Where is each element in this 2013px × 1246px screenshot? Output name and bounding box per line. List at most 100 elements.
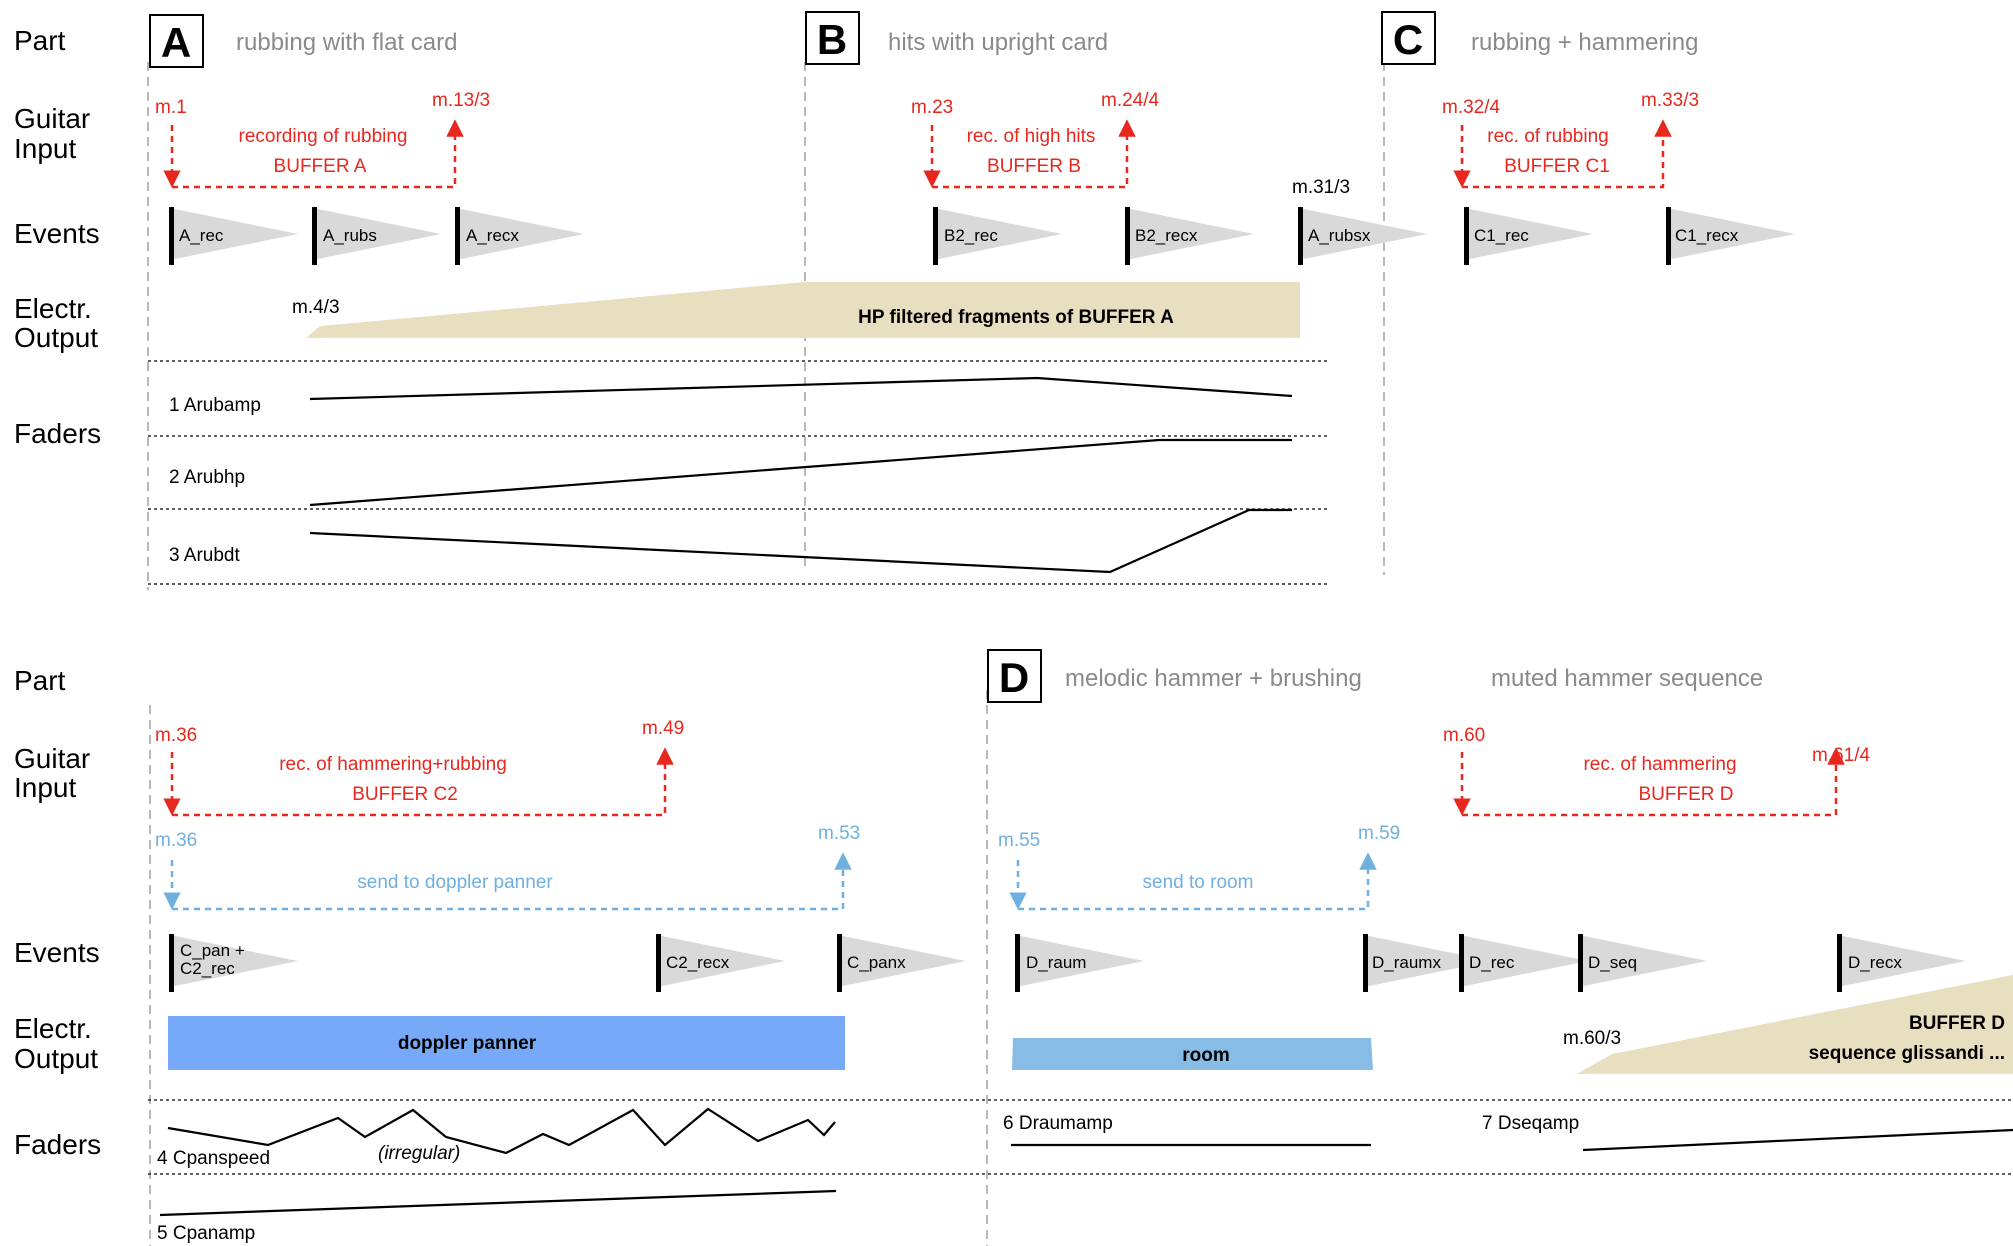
svg-text:B2_recx: B2_recx <box>1135 226 1198 245</box>
output-a-shape <box>306 282 1300 338</box>
input-b-up-arrow <box>932 119 1136 189</box>
send-room-end: m.59 <box>1358 823 1400 844</box>
part-c-title: rubbing + hammering <box>1471 29 1698 56</box>
input-c-up-arrow <box>1462 119 1672 189</box>
input-a-line2: BUFFER A <box>274 156 367 177</box>
svg-text:C_panx: C_panx <box>847 953 906 972</box>
input-d-line2: BUFFER D <box>1639 784 1734 805</box>
fader-2-label: 2 Arubhp <box>169 467 245 488</box>
input-b-line2: BUFFER B <box>987 156 1081 177</box>
output-doppler-label: doppler panner <box>398 1033 537 1054</box>
svg-text:D_rec: D_rec <box>1469 953 1515 972</box>
input-c-start: m.32/4 <box>1442 97 1501 118</box>
fader-4-label: 4 Cpanspeed <box>157 1148 270 1169</box>
fader-1-label: 1 Arubamp <box>169 395 261 416</box>
svg-text:C2_rec: C2_rec <box>180 959 235 978</box>
svg-text:A_recx: A_recx <box>466 226 519 245</box>
row-label-part: Part <box>14 25 66 56</box>
svg-text:C2_recx: C2_recx <box>666 953 730 972</box>
fader-5-curve <box>159 1189 837 1217</box>
part-d-extra: muted hammer sequence <box>1491 665 1763 692</box>
event-a-rec: A_rec <box>169 207 298 265</box>
input-a-line1: recording of rubbing <box>239 126 408 147</box>
row-label-electr: Electr. <box>14 293 92 324</box>
input-d-start: m.60 <box>1443 725 1485 746</box>
part-b-title: hits with upright card <box>888 29 1108 56</box>
row-label-output-2: Output <box>14 1043 98 1074</box>
output-d-line1: BUFFER D <box>1909 1013 2005 1034</box>
input-a-up-arrow <box>172 119 464 189</box>
send-room-start: m.55 <box>998 830 1040 851</box>
event-b2-recx: B2_recx <box>1125 207 1254 265</box>
output-room-label: room <box>1182 1045 1230 1066</box>
fader-7-label: 7 Dseqamp <box>1482 1113 1579 1134</box>
svg-text:B2_rec: B2_rec <box>944 226 998 245</box>
fader-2-curve <box>309 438 1292 507</box>
input-d-line1: rec. of hammering <box>1583 754 1736 775</box>
fader-6-label: 6 Draumamp <box>1003 1113 1113 1134</box>
svg-text:C_pan +: C_pan + <box>180 941 245 960</box>
svg-text:D_raumx: D_raumx <box>1372 953 1441 972</box>
row-label-guitar-2: Guitar <box>14 743 90 774</box>
part-a-letter: A <box>161 19 191 66</box>
svg-text:A_rec: A_rec <box>179 226 224 245</box>
fader-3-curve <box>309 508 1292 574</box>
event-d-raum: D_raum <box>1015 934 1144 992</box>
output-d-line2: sequence glissandi ... <box>1809 1043 2005 1064</box>
part-d-box <box>987 649 1042 703</box>
svg-text:D_recx: D_recx <box>1848 953 1902 972</box>
part-c-box <box>1381 11 1436 65</box>
send-doppler-up-arrow <box>172 852 852 911</box>
a-rubsx-measure: m.31/3 <box>1292 177 1350 198</box>
row-label-guitar: Guitar <box>14 103 90 134</box>
svg-text:D_raum: D_raum <box>1026 953 1086 972</box>
row-label-output: Output <box>14 322 98 353</box>
output-a-measure: m.4/3 <box>292 297 340 318</box>
input-c2-start: m.36 <box>155 725 197 746</box>
row-label-part-2: Part <box>14 665 66 696</box>
input-c-end: m.33/3 <box>1641 90 1699 111</box>
event-d-seq: D_seq <box>1578 934 1707 992</box>
row-label-faders: Faders <box>14 418 101 449</box>
input-c2-line1: rec. of hammering+rubbing <box>279 754 507 775</box>
fader-1-curve <box>309 376 1293 401</box>
fader-5-label: 5 Cpanamp <box>157 1223 255 1244</box>
send-doppler-label: send to doppler panner <box>357 872 553 893</box>
fader-3-label: 3 Arubdt <box>169 545 240 566</box>
part-b-letter: B <box>817 16 847 63</box>
event-c1-recx: C1_recx <box>1666 207 1795 265</box>
input-c2-end: m.49 <box>642 718 684 739</box>
fader-4-note: (irregular) <box>378 1143 460 1164</box>
event-c2-recx: C2_recx <box>656 934 785 992</box>
svg-text:C1_rec: C1_rec <box>1474 226 1529 245</box>
send-room-label: send to room <box>1143 872 1254 893</box>
event-a-rubsx: A_rubsx <box>1298 207 1427 265</box>
input-c-line1: rec. of rubbing <box>1487 126 1608 147</box>
input-b-end: m.24/4 <box>1101 90 1160 111</box>
part-a-box <box>149 14 204 68</box>
output-room-bar <box>1012 1038 1373 1070</box>
event-c-pan: C_pan + C2_rec <box>169 934 298 992</box>
svg-text:C1_recx: C1_recx <box>1675 226 1739 245</box>
event-b2-rec: B2_rec <box>933 207 1062 265</box>
event-c1-rec: C1_rec <box>1464 207 1593 265</box>
input-c2-line2: BUFFER C2 <box>352 784 458 805</box>
row-label-events-2: Events <box>14 937 100 968</box>
output-a-label: HP filtered fragments of BUFFER A <box>858 307 1174 328</box>
input-a-start: m.1 <box>155 97 187 118</box>
part-a-title: rubbing with flat card <box>236 29 457 56</box>
event-d-rec: D_rec <box>1459 934 1588 992</box>
input-c-line2: BUFFER C1 <box>1504 156 1610 177</box>
input-d-up-arrow <box>1462 747 1845 817</box>
output-d-measure: m.60/3 <box>1563 1028 1621 1049</box>
part-c-letter: C <box>1393 16 1423 63</box>
svg-text:A_rubs: A_rubs <box>323 226 377 245</box>
row-label-events: Events <box>14 218 100 249</box>
output-doppler-bar <box>168 1016 845 1070</box>
input-d-end: m.61/4 <box>1812 745 1871 766</box>
input-b-start: m.23 <box>911 97 953 118</box>
row-label-faders-2: Faders <box>14 1129 101 1160</box>
part-d-letter: D <box>999 654 1029 701</box>
event-d-recx: D_recx <box>1837 934 1966 992</box>
